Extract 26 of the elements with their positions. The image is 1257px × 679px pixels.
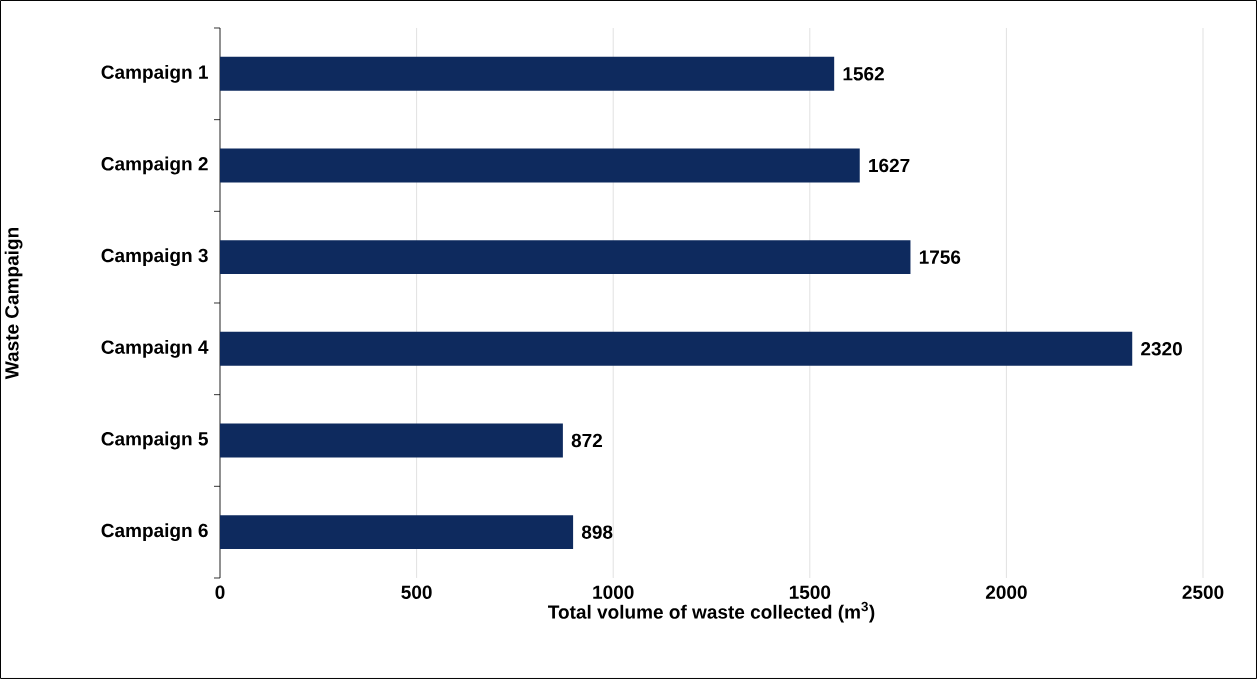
y-tick-label: Campaign 4 bbox=[101, 339, 209, 358]
y-tick-label: Campaign 1 bbox=[101, 64, 208, 83]
bar bbox=[220, 515, 574, 550]
y-axis-title: Waste Campaign bbox=[4, 228, 23, 380]
x-tick-label: 1500 bbox=[789, 585, 831, 599]
x-tick-label: 0 bbox=[215, 585, 225, 599]
data-label: 2320 bbox=[1141, 342, 1182, 356]
x-tick-label: 1000 bbox=[593, 585, 634, 599]
data-label: 898 bbox=[581, 525, 613, 539]
data-label: 872 bbox=[571, 433, 603, 448]
y-tick-label: Campaign 3 bbox=[101, 248, 208, 267]
x-axis-title: Total volume of waste collected (m$^{3}$) bbox=[548, 601, 875, 623]
bar bbox=[220, 423, 563, 458]
x-tick-label: 500 bbox=[401, 585, 432, 599]
x-tick-label: 2000 bbox=[985, 585, 1027, 599]
y-tick-label: Campaign 2 bbox=[101, 156, 208, 175]
y-tick-label: Campaign 6 bbox=[101, 523, 208, 542]
data-label: 1756 bbox=[919, 250, 961, 264]
bar bbox=[220, 240, 911, 275]
data-label: 1562 bbox=[843, 67, 884, 81]
y-tick-label: Campaign 5 bbox=[101, 431, 208, 450]
data-label: 1627 bbox=[869, 158, 910, 173]
bar bbox=[220, 331, 1133, 366]
bar bbox=[220, 56, 835, 91]
x-tick-label: 2500 bbox=[1182, 585, 1224, 599]
bar bbox=[220, 148, 860, 183]
